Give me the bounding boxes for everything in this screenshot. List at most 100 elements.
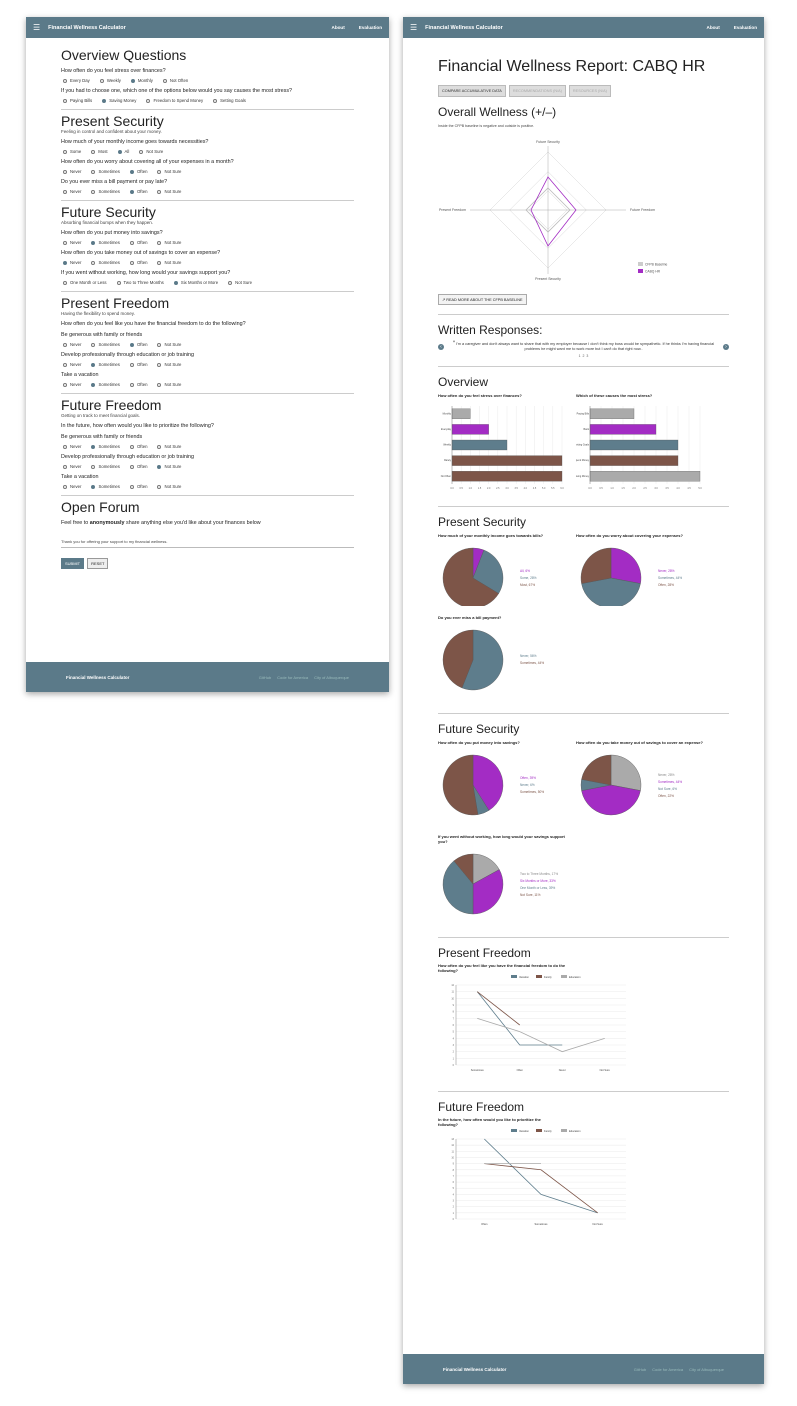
menu-icon[interactable]: ☰ (410, 23, 418, 32)
radio-option[interactable]: Not Sure (157, 342, 181, 347)
radio-option[interactable]: Monthly (130, 78, 153, 83)
radio-button[interactable] (146, 98, 151, 103)
radio-button[interactable] (157, 464, 162, 469)
radio-option[interactable]: Not Sure (228, 280, 252, 285)
chevron-left-icon[interactable]: ‹ (438, 344, 444, 350)
radio-button[interactable] (157, 189, 162, 194)
radio-button[interactable] (129, 484, 134, 489)
radio-button[interactable] (157, 169, 162, 174)
radio-option[interactable]: Six Months or More (173, 280, 218, 285)
radio-button[interactable] (91, 464, 96, 469)
radio-option[interactable]: Sometimes (91, 240, 120, 245)
radio-button[interactable] (63, 464, 67, 469)
radio-option[interactable]: Never (63, 189, 81, 194)
radio-button[interactable] (63, 149, 67, 154)
radio-option[interactable]: Sometimes (91, 484, 120, 489)
radio-option[interactable]: Sometimes (91, 382, 120, 387)
radio-option[interactable]: Saving Money (102, 98, 136, 103)
footer-link-cfa[interactable]: Code for America (652, 1366, 684, 1372)
radio-button[interactable] (129, 362, 134, 367)
radio-button[interactable] (63, 189, 67, 194)
reset-button[interactable]: RESET (87, 558, 109, 569)
radio-option[interactable]: Often (129, 342, 147, 347)
radio-button[interactable] (129, 444, 134, 449)
radio-button[interactable] (91, 260, 96, 265)
chevron-right-icon[interactable]: › (723, 344, 729, 350)
nav-evaluation[interactable]: Evaluation (733, 25, 757, 30)
radio-button[interactable] (63, 280, 67, 285)
footer-link-city[interactable]: City of Albuquerque (689, 1366, 724, 1372)
radio-button[interactable] (130, 78, 135, 83)
radio-option[interactable]: Often (129, 444, 147, 449)
radio-option[interactable]: Sometimes (91, 464, 120, 469)
radio-button[interactable] (157, 484, 162, 489)
radio-option[interactable]: Paying Bills (63, 98, 92, 103)
radio-button[interactable] (63, 484, 67, 489)
radio-button[interactable] (63, 98, 67, 103)
radio-option[interactable]: One Month or Less (63, 280, 107, 285)
radio-option[interactable]: Never (63, 464, 81, 469)
footer-link-github[interactable]: GitHub (258, 674, 272, 680)
radio-button[interactable] (162, 78, 167, 83)
radio-option[interactable]: Some (63, 149, 81, 154)
read-more-button[interactable]: ↗ READ MORE ABOUT THE CFPB BASELINE (438, 294, 527, 305)
footer-link-cfa[interactable]: Code for America (277, 674, 309, 680)
radio-button[interactable] (63, 382, 67, 387)
nav-about[interactable]: About (706, 25, 720, 30)
radio-button[interactable] (129, 342, 134, 347)
radio-option[interactable]: Often (129, 189, 147, 194)
radio-option[interactable]: Not Sure (157, 260, 181, 265)
radio-button[interactable] (157, 342, 162, 347)
radio-option[interactable]: Often (129, 484, 147, 489)
tab-compare[interactable]: COMPARE ACCUMULATIVE DATA (438, 85, 506, 97)
radio-option[interactable]: Not Sure (157, 169, 181, 174)
radio-button[interactable] (157, 362, 162, 367)
radio-option[interactable]: Often (129, 240, 147, 245)
tab-resources[interactable]: RESOURCES (N/A) (568, 85, 611, 97)
radio-option[interactable]: Two to Three Months (116, 280, 164, 285)
radio-option[interactable]: Most (91, 149, 108, 154)
radio-button[interactable] (91, 362, 96, 367)
radio-button[interactable] (157, 382, 162, 387)
radio-button[interactable] (139, 149, 144, 154)
radio-button[interactable] (117, 149, 122, 154)
page-3[interactable]: 3 (586, 354, 589, 358)
radio-button[interactable] (63, 260, 67, 265)
radio-option[interactable]: Often (129, 260, 147, 265)
footer-link-city[interactable]: City of Albuquerque (314, 674, 349, 680)
radio-option[interactable]: Not Sure (157, 382, 181, 387)
menu-icon[interactable]: ☰ (33, 23, 41, 32)
submit-button[interactable]: SUBMIT (61, 558, 85, 569)
radio-option[interactable]: Often (129, 382, 147, 387)
radio-button[interactable] (129, 189, 134, 194)
radio-button[interactable] (173, 280, 178, 285)
radio-option[interactable]: Never (63, 260, 81, 265)
tab-recommendations[interactable]: RECOMMENDATIONS (N/A) (508, 85, 566, 97)
radio-button[interactable] (213, 98, 218, 103)
radio-option[interactable]: Not Sure (157, 464, 181, 469)
radio-option[interactable]: All (117, 149, 129, 154)
radio-option[interactable]: Often (129, 464, 147, 469)
radio-option[interactable]: Not Sure (157, 444, 181, 449)
radio-button[interactable] (99, 78, 104, 83)
radio-option[interactable]: Not Sure (157, 484, 181, 489)
radio-button[interactable] (91, 484, 96, 489)
nav-about[interactable]: About (331, 25, 345, 30)
radio-button[interactable] (129, 464, 134, 469)
radio-option[interactable]: Every Day (63, 78, 90, 83)
radio-button[interactable] (157, 444, 162, 449)
radio-button[interactable] (63, 78, 67, 83)
open-forum-textarea[interactable]: Thank you for offering your support to m… (61, 530, 354, 548)
radio-option[interactable]: Sometimes (91, 362, 120, 367)
radio-button[interactable] (91, 342, 96, 347)
page-1[interactable]: 1 (578, 354, 581, 358)
radio-option[interactable]: Not Sure (157, 362, 181, 367)
nav-evaluation[interactable]: Evaluation (358, 25, 382, 30)
radio-button[interactable] (91, 382, 96, 387)
radio-button[interactable] (157, 260, 162, 265)
radio-button[interactable] (63, 169, 67, 174)
radio-option[interactable]: Not Sure (157, 240, 181, 245)
radio-option[interactable]: Often (129, 169, 147, 174)
footer-link-github[interactable]: GitHub (633, 1366, 647, 1372)
radio-button[interactable] (63, 342, 67, 347)
